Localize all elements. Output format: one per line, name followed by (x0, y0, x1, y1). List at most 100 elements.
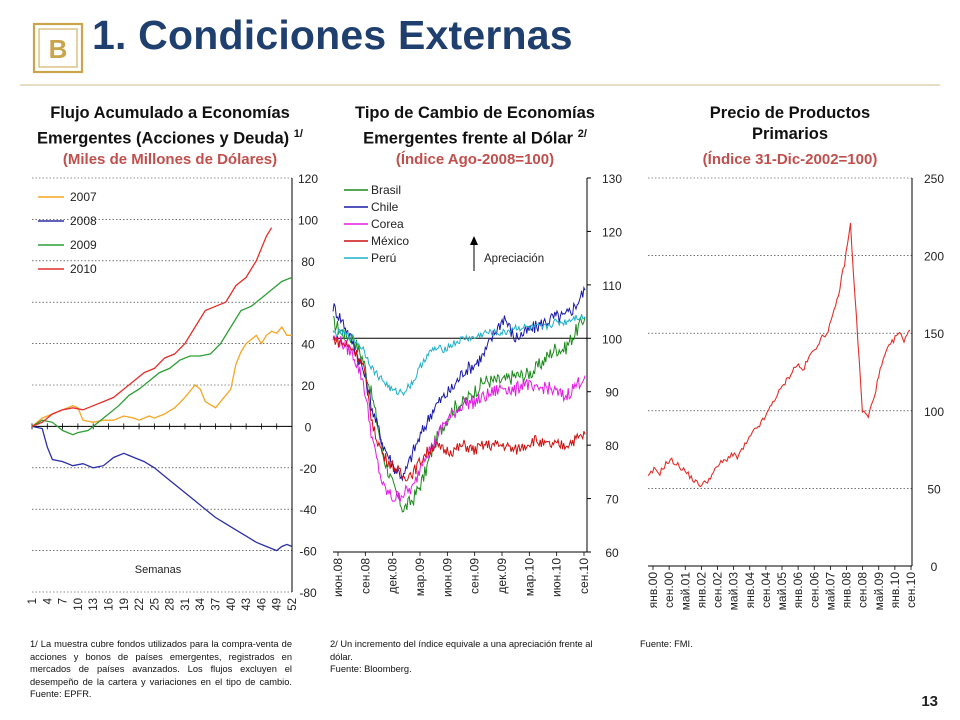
chart3-x-tick-label: сен.10 (904, 572, 918, 608)
chart2-title-line2: Emergentes frente al Dólar (363, 129, 574, 148)
chart1-y-tick-label: 100 (298, 213, 318, 227)
chart1-x-tick-label: 19 (119, 598, 131, 611)
chart2-legend-label-Corea: Corea (371, 217, 404, 231)
chart2-x-tick-label: июн.09 (440, 558, 454, 597)
chart1-x-axis-label: Semanas (135, 564, 182, 576)
chart2-y-tick-label: 70 (605, 493, 619, 507)
chart2-appreciation-arrow-icon (470, 236, 478, 245)
chart1-x-tick-label: 13 (88, 598, 100, 611)
chart2-series-Chile (332, 285, 586, 482)
chart3-x-tick-label: сен.02 (711, 572, 725, 608)
chart1-title: Flujo Acumulado a Economías Emergentes (… (10, 103, 330, 150)
chart3-title-line2: Primarios (751, 125, 829, 143)
chart3-x-tick-label: сен.08 (856, 572, 870, 608)
chart2-x-tick-label: мар.10 (522, 558, 536, 597)
chart2-y-tick-label: 60 (605, 546, 619, 560)
chart3-x-tick-label: сен.00 (662, 572, 676, 608)
chart2-subtitle: (Índice Ago-2008=100) (395, 151, 555, 168)
chart3-y-tick-label: 200 (924, 250, 944, 264)
chart2-x-tick-label: сен.09 (468, 558, 482, 594)
chart2-y-tick-label: 100 (602, 332, 622, 346)
chart2-x-tick-label: мар.09 (413, 558, 427, 597)
chart3-x-tick-label: сен.06 (807, 572, 821, 608)
chart3-x-tick-label: янв.00 (646, 572, 660, 609)
chart1-series-2008 (31, 425, 293, 552)
chart3-y-tick-label: 100 (924, 405, 944, 419)
chart1-y-tick-label: 40 (301, 338, 315, 352)
chart1-x-tick-label: 43 (241, 598, 253, 611)
chart1-title-footnote: 1/ (293, 128, 303, 140)
chart3-title-line1: Precio de Productos (709, 104, 871, 122)
chart2-footnote: 2/ Un incremento del índice equivale a u… (330, 638, 610, 676)
chart1-x-tick-label: 31 (180, 598, 192, 611)
chart3-subtitle: (Índice 31-Dic-2002=100) (702, 151, 878, 168)
chart2-x-tick-label: июн.10 (550, 558, 564, 597)
chart2-x-tick-label: июн.08 (331, 558, 345, 597)
chart1-x-tick-label: 4 (42, 597, 54, 604)
title-divider (20, 84, 940, 86)
chart3-footnote: Fuente: FMI. (640, 639, 693, 649)
chart3-x-tick-label: сен.04 (759, 572, 773, 608)
chart1-x-tick-label: 34 (195, 597, 207, 610)
chart3-title: Precio de Productos Primarios (640, 103, 940, 145)
chart1-x-tick-label: 37 (211, 598, 223, 611)
chart1-x-tick-label: 25 (149, 598, 161, 611)
chart1-y-tick-label: 60 (301, 296, 315, 310)
chart1-y-tick-label: -80 (299, 586, 317, 600)
chart2-title-line1: Tipo de Cambio de Economías (355, 104, 595, 122)
chart1-legend-label-2010: 2010 (70, 262, 97, 276)
chart2-legend-label-Perú: Perú (371, 251, 396, 265)
chart1-title-line2: Emergentes (Acciones y Deuda) (37, 129, 290, 148)
chart2-x-tick-label: сен.10 (577, 558, 591, 594)
chart1-series-2010 (31, 227, 273, 428)
chart2-series-Corea (332, 335, 586, 503)
chart2-y-tick-label: 120 (602, 225, 622, 239)
chart1-subtitle: (Miles de Millones de Dólares) (62, 151, 278, 168)
chart2-footnote-text: 2/ Un incremento del índice equivale a u… (330, 639, 593, 662)
chart3-x-tick-label: янв.04 (743, 572, 757, 609)
chart1-series-2009 (31, 276, 293, 436)
header: B 1. Condiciones Externas (0, 0, 960, 90)
chart1-x-tick-label: 1 (27, 598, 39, 604)
chart3-x-tick-label: янв.08 (840, 572, 854, 609)
chart2-y-tick-label: 110 (602, 279, 621, 293)
chart2-legend-label-México: México (371, 234, 409, 248)
chart2-footnote-source: Fuente: Bloomberg. (330, 664, 412, 675)
chart3-y-tick-label: 150 (924, 327, 944, 341)
chart3-x-tick-label: май.09 (872, 572, 886, 611)
chart1-x-tick-label: 7 (58, 598, 70, 604)
svg-text:B: B (49, 34, 68, 64)
chart1-legend-label-2009: 2009 (70, 238, 97, 252)
chart1-y-tick-label: 120 (298, 172, 318, 186)
chart3-y-tick-label: 50 (927, 482, 941, 496)
bank-logo-icon: B (32, 22, 84, 74)
chart3-y-tick-label: 0 (931, 560, 938, 574)
chart2-legend-label-Chile: Chile (371, 200, 399, 214)
chart3-x-tick-label: янв.06 (791, 572, 805, 609)
chart2-title: Tipo de Cambio de Economías Emergentes f… (315, 103, 635, 150)
chart2-y-tick-label: 80 (605, 439, 619, 453)
chart1-x-tick-label: 22 (134, 598, 146, 611)
chart2-x-tick-label: дек.09 (495, 558, 509, 594)
chart2-series-Perú (332, 314, 586, 397)
chart3-x-tick-label: май.05 (775, 572, 789, 611)
chart1-y-tick-label: -40 (299, 503, 317, 517)
chart2-y-tick-label: 90 (605, 386, 619, 400)
page-number: 13 (921, 693, 938, 710)
chart1-legend-label-2007: 2007 (70, 190, 97, 204)
chart3-series-commodities (647, 222, 911, 488)
chart1-y-tick-label: 0 (305, 420, 312, 434)
chart2-x-tick-label: сен.08 (358, 558, 372, 594)
chart1-x-tick-label: 49 (272, 598, 284, 611)
chart1-x-tick-label: 46 (256, 598, 268, 611)
chart2-series-México (332, 335, 586, 482)
chart3-x-tick-label: май.01 (678, 572, 692, 611)
chart1-footnote: 1/ La muestra cubre fondos utilizados pa… (30, 639, 292, 700)
chart1-title-line1: Flujo Acumulado a Economías (50, 104, 290, 122)
chart1-x-tick-label: 52 (287, 598, 299, 611)
chart2-legend-label-Brasil: Brasil (371, 183, 401, 197)
chart1-y-tick-label: 20 (301, 379, 315, 393)
chart2-x-tick-label: дек.08 (386, 558, 400, 594)
chart1-y-tick-label: -20 (299, 462, 317, 476)
chart1-x-tick-label: 28 (165, 598, 177, 611)
